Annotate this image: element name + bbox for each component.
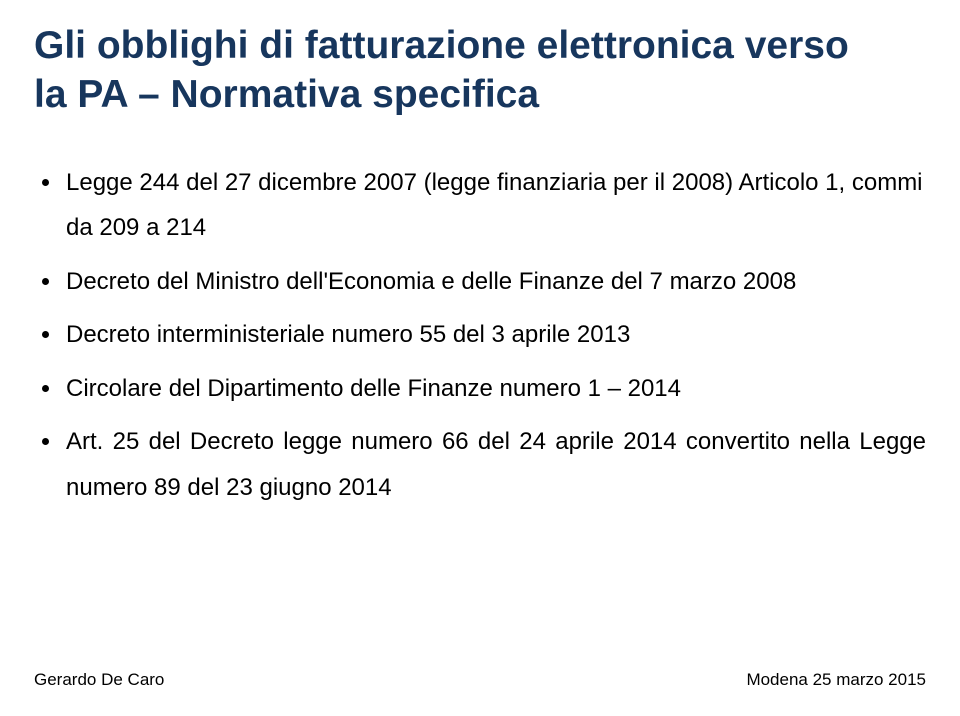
bullet-item: Legge 244 del 27 dicembre 2007 (legge fi…: [40, 160, 926, 251]
bullet-item: Art. 25 del Decreto legge numero 66 del …: [40, 419, 926, 510]
bullet-text: Decreto interministeriale numero 55 del …: [66, 321, 630, 348]
footer-date-place: Modena 25 marzo 2015: [746, 670, 926, 690]
title-line-1: Gli obblighi di fatturazione elettronica…: [34, 24, 849, 67]
title-line-2: la PA – Normativa specifica: [34, 73, 539, 116]
bullet-item: Decreto interministeriale numero 55 del …: [40, 312, 926, 358]
bullet-text: Decreto del Ministro dell'Economia e del…: [66, 268, 796, 295]
footer: Gerardo De Caro Modena 25 marzo 2015: [34, 670, 926, 690]
footer-author: Gerardo De Caro: [34, 670, 164, 690]
slide: Gli obblighi di fatturazione elettronica…: [0, 0, 960, 716]
bullet-text: Art. 25 del Decreto legge numero 66 del …: [66, 428, 926, 501]
bullet-text: Legge 244 del 27 dicembre 2007 (legge fi…: [66, 169, 923, 242]
bullet-list: Legge 244 del 27 dicembre 2007 (legge fi…: [40, 160, 926, 511]
bullet-text: Circolare del Dipartimento delle Finanze…: [66, 375, 681, 402]
bullet-item: Decreto del Ministro dell'Economia e del…: [40, 259, 926, 305]
slide-title: Gli obblighi di fatturazione elettronica…: [34, 22, 926, 120]
bullet-item: Circolare del Dipartimento delle Finanze…: [40, 366, 926, 412]
